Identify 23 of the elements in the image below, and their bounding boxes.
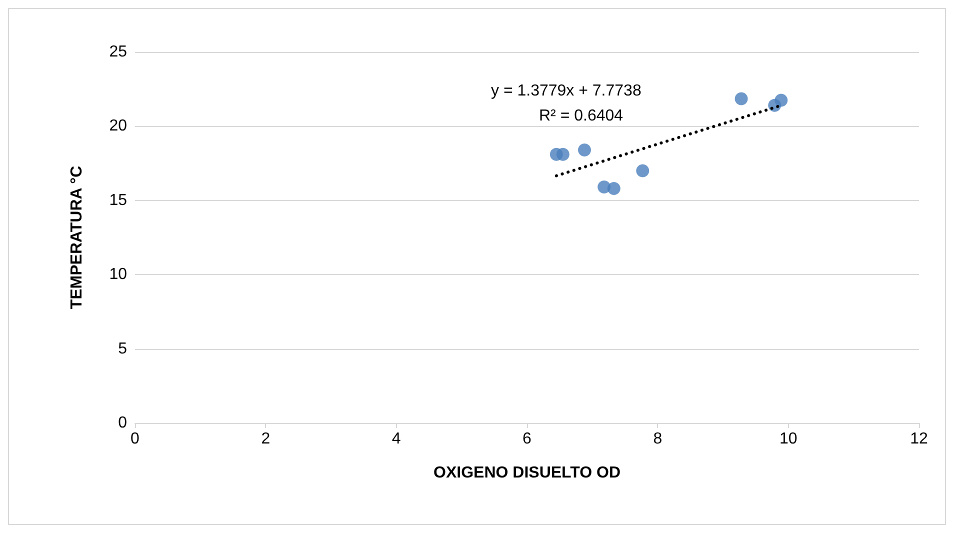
- x-tick-label: 6: [522, 430, 532, 448]
- y-tick-label: 15: [109, 192, 128, 209]
- annotation: R² = 0.6404: [539, 108, 624, 124]
- point: [774, 94, 788, 107]
- annotation: y = 1.3779x + 7.7738: [491, 82, 642, 100]
- y-tick-label: 5: [118, 340, 128, 358]
- point: [578, 143, 591, 156]
- y-tick-label: 25: [109, 44, 128, 60]
- point: [607, 182, 620, 196]
- y-tick-label: 10: [109, 266, 128, 284]
- x-tick-label: 10: [779, 430, 798, 448]
- x-tick-label: 2: [261, 430, 270, 448]
- y-tick-label: 20: [109, 118, 128, 135]
- point: [556, 148, 570, 161]
- x-tick-label: 8: [653, 430, 662, 448]
- y-tick-label: 0: [118, 414, 128, 432]
- y-axis-title: TEMPERATURA °C: [68, 165, 86, 310]
- x-tick-label: 0: [130, 430, 140, 448]
- point: [636, 164, 650, 178]
- point: [734, 92, 748, 106]
- x-tick-label: 4: [392, 430, 401, 448]
- x-axis-title: OXIGENO DISUELTO OD: [434, 464, 620, 482]
- x-tick-label: 12: [910, 430, 928, 448]
